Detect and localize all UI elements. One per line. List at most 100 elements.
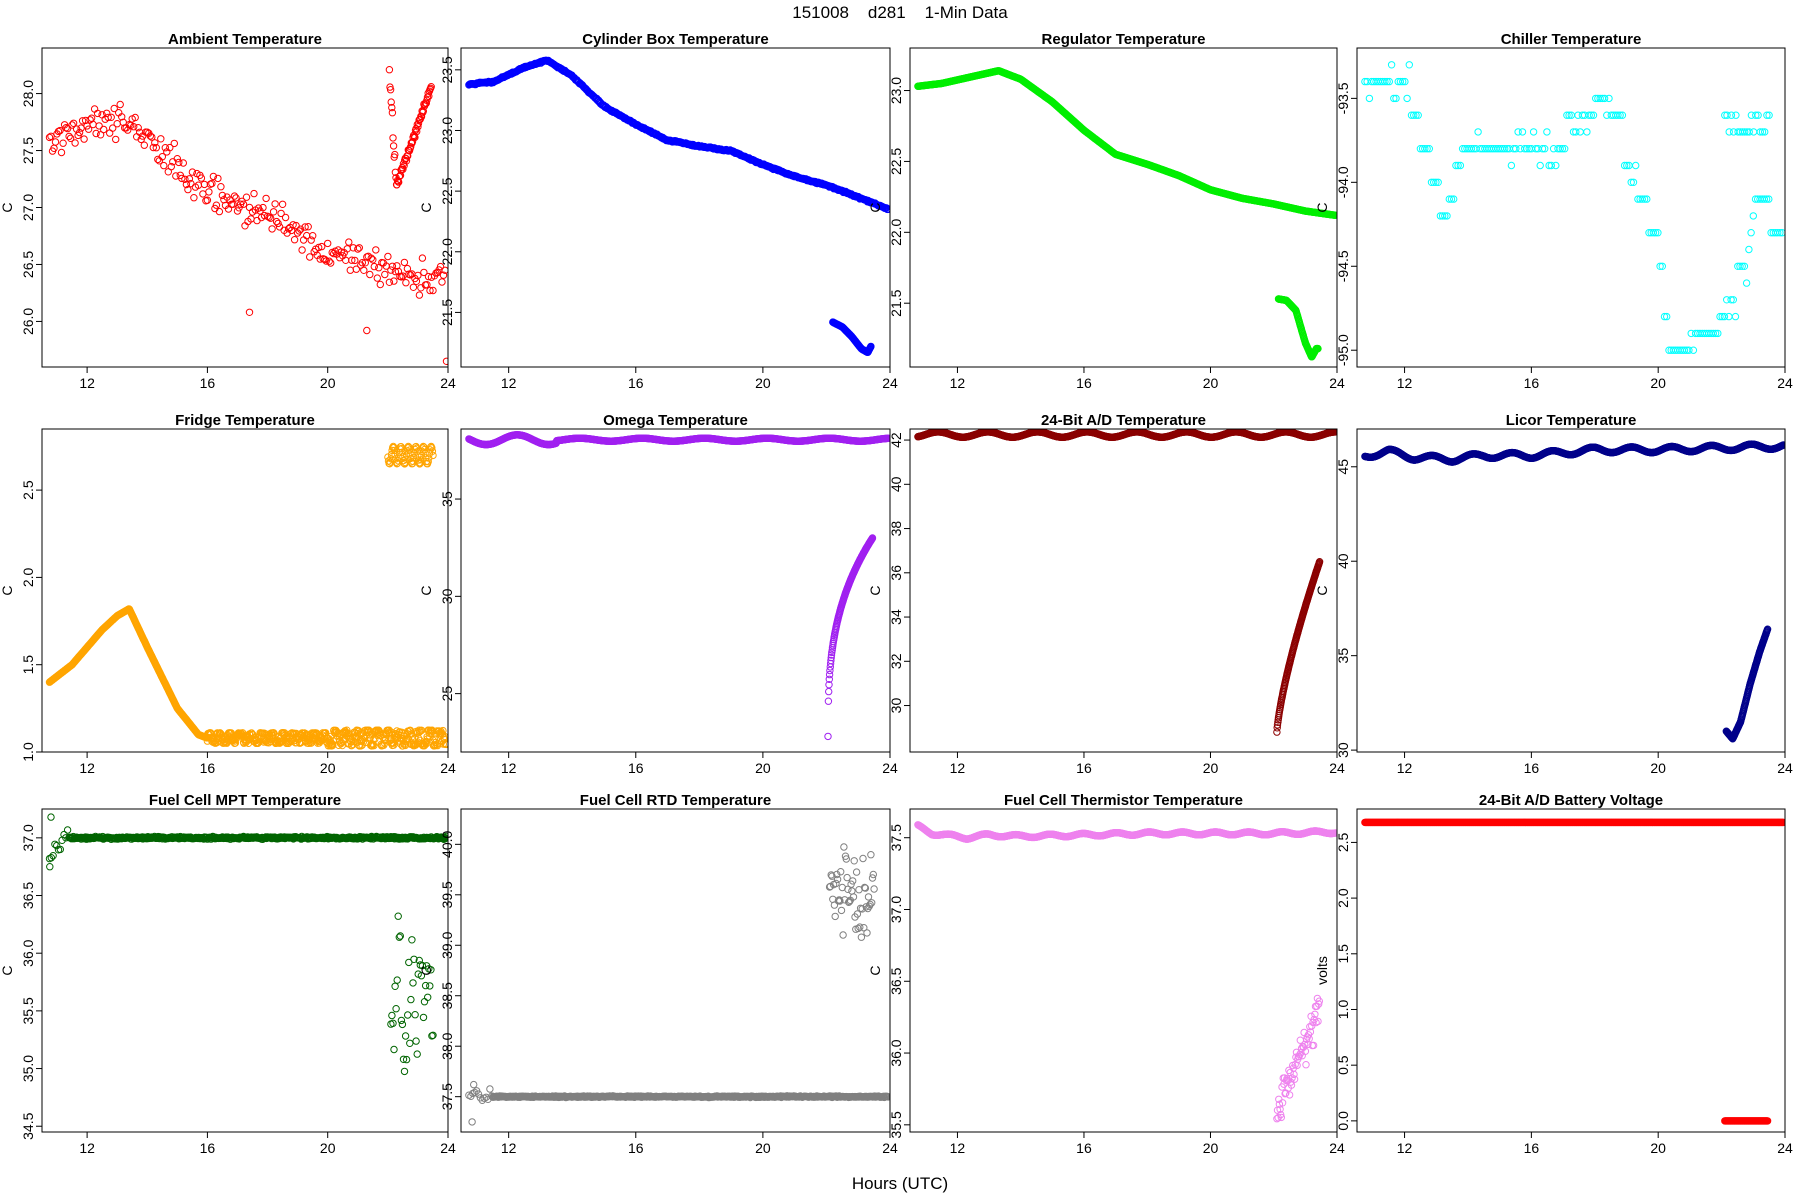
data-point <box>395 453 403 461</box>
y-tick-label: 2.5 <box>20 480 36 500</box>
data-point <box>187 179 195 188</box>
data-point <box>307 236 315 244</box>
x-tick-label: 24 <box>882 760 898 776</box>
data-point <box>1556 145 1564 153</box>
data-point <box>69 119 78 128</box>
data-point <box>1731 312 1740 321</box>
data-point <box>1405 61 1414 69</box>
data-points <box>45 66 448 365</box>
data-point <box>1741 128 1749 136</box>
data-point <box>418 254 427 262</box>
data-point <box>1765 195 1773 203</box>
y-axis-label: C <box>0 585 15 595</box>
data-point <box>1725 128 1733 136</box>
data-point <box>389 142 398 150</box>
data-point <box>166 143 174 152</box>
data-point <box>160 161 168 170</box>
data-point <box>402 279 410 287</box>
x-tick-label: 20 <box>320 375 336 391</box>
data-point <box>1523 145 1531 153</box>
data-point <box>387 455 395 463</box>
data-point <box>367 254 375 262</box>
data-point <box>134 124 142 132</box>
data-point <box>77 124 85 132</box>
data-point <box>1561 145 1569 153</box>
data-point <box>1572 128 1580 136</box>
data-point <box>45 133 54 142</box>
data-point <box>373 274 381 282</box>
data-point <box>358 259 366 267</box>
data-point <box>1412 111 1420 119</box>
panel-title: Fridge Temperature <box>175 412 315 429</box>
data-point <box>1541 145 1549 153</box>
panel-title: Chiller Temperature <box>1501 31 1642 48</box>
data-point <box>96 131 105 139</box>
data-point <box>260 211 269 220</box>
data-point <box>118 113 126 121</box>
x-tick-label: 12 <box>79 375 95 391</box>
data-point <box>867 342 875 351</box>
data-point <box>827 656 835 665</box>
data-point <box>425 92 433 101</box>
data-point <box>1381 77 1389 86</box>
data-point <box>289 221 297 229</box>
data-point <box>104 113 112 122</box>
data-point <box>269 208 278 216</box>
data-point <box>306 253 314 261</box>
data-point <box>86 116 94 124</box>
data-point <box>371 735 379 743</box>
data-point <box>1447 195 1456 203</box>
data-point <box>245 203 254 212</box>
data-point <box>1758 128 1767 136</box>
data-point <box>884 434 890 442</box>
data-point <box>178 174 186 183</box>
data-point <box>439 271 448 279</box>
data-point <box>137 135 145 144</box>
data-point <box>65 132 73 141</box>
data-point <box>419 107 427 115</box>
data-point <box>1585 111 1593 119</box>
data-point <box>428 447 437 455</box>
y-tick-label: 23.0 <box>439 117 455 144</box>
data-point <box>56 126 64 135</box>
panel-title: Ambient Temperature <box>168 31 322 48</box>
data-point <box>349 244 357 252</box>
y-tick-label: -94.0 <box>1335 166 1351 198</box>
data-point <box>1711 329 1720 338</box>
x-tick-label: 20 <box>755 760 771 776</box>
data-point <box>1738 262 1746 270</box>
y-axis-label: C <box>867 202 883 212</box>
data-point <box>1720 312 1729 321</box>
data-point <box>1558 145 1567 153</box>
data-point <box>1660 312 1669 321</box>
data-point <box>421 449 429 458</box>
data-point <box>57 148 66 157</box>
x-tick-label: 16 <box>1524 375 1540 391</box>
data-point <box>250 189 258 198</box>
data-point <box>1616 111 1624 119</box>
data-point <box>1587 111 1596 119</box>
data-point <box>218 191 227 200</box>
data-point <box>175 158 183 167</box>
x-tick-label: 24 <box>440 760 456 776</box>
data-point <box>1618 111 1627 119</box>
data-point <box>116 100 124 109</box>
data-point <box>1434 178 1442 187</box>
data-point <box>1747 229 1755 237</box>
data-point <box>372 246 380 254</box>
x-tick-label: 12 <box>950 375 966 391</box>
y-tick-label: 30 <box>439 588 455 604</box>
data-point <box>1727 296 1735 304</box>
data-point <box>369 740 377 748</box>
data-point <box>352 265 360 273</box>
data-point <box>1605 94 1613 103</box>
data-point <box>140 141 149 149</box>
data-point <box>1589 111 1598 119</box>
data-point <box>389 134 397 142</box>
data-point <box>231 739 240 747</box>
data-point <box>1390 94 1398 103</box>
